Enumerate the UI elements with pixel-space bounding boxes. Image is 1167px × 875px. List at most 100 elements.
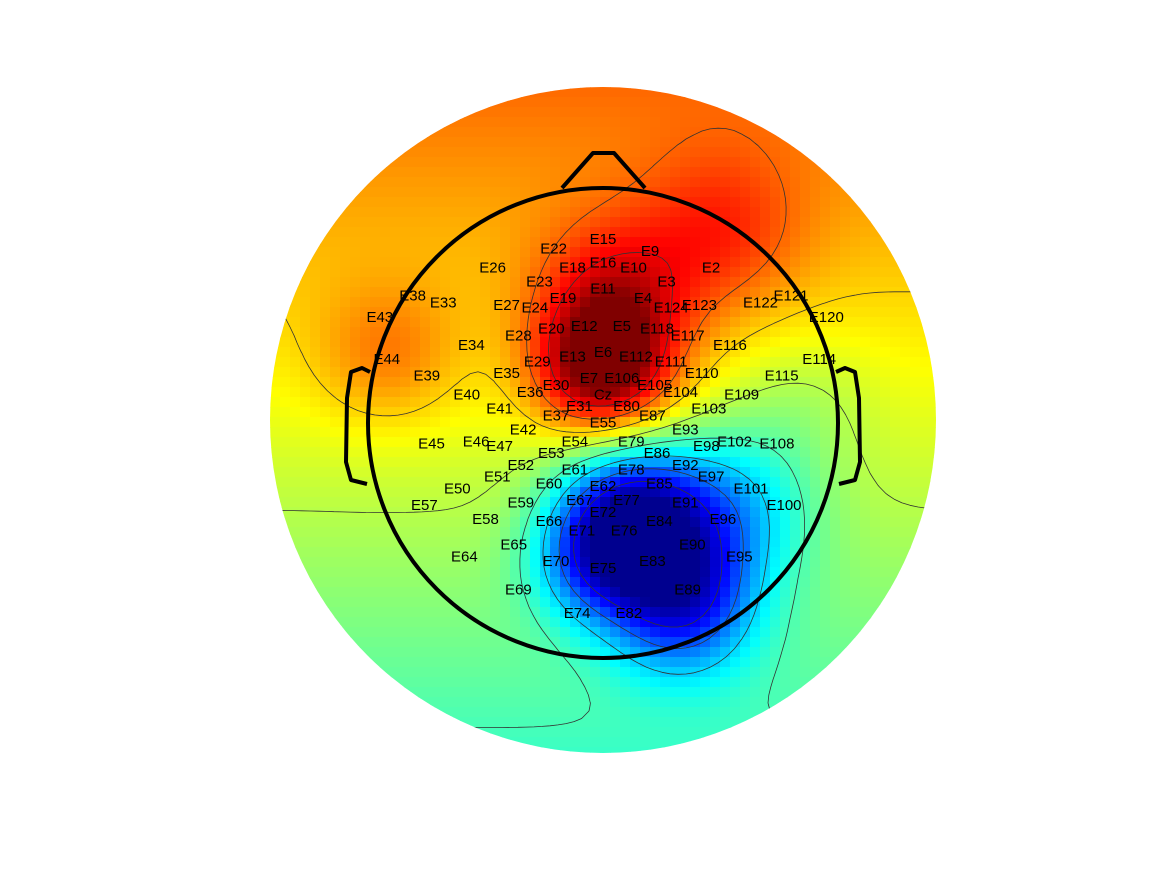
heatmap-cell [810,467,821,478]
heatmap-cell [510,217,521,228]
heatmap-cell [400,197,411,208]
heatmap-cell [460,437,471,448]
heatmap-cell [490,337,501,348]
heatmap-cell [770,477,781,488]
heatmap-cell [620,187,631,198]
heatmap-cell [900,437,911,448]
heatmap-cell [520,347,531,358]
heatmap-cell [720,137,731,148]
heatmap-cell [640,727,651,738]
heatmap-cell [430,167,441,178]
heatmap-cell [530,347,541,358]
heatmap-cell [440,437,451,448]
electrode-label: E15 [590,231,617,248]
heatmap-cell [620,627,631,638]
heatmap-cell [770,437,781,448]
heatmap-cell [370,377,381,388]
heatmap-cell [860,427,871,438]
heatmap-cell [490,637,501,648]
heatmap-cell [620,367,631,378]
heatmap-cell [840,407,851,418]
heatmap-cell [840,337,851,348]
heatmap-cell [620,697,631,708]
heatmap-cell [810,327,821,338]
heatmap-cell [830,467,841,478]
heatmap-cell [490,137,501,148]
heatmap-cell [820,167,831,178]
heatmap-cell [580,507,591,518]
heatmap-cell [580,397,591,408]
heatmap-cell [600,177,611,188]
heatmap-cell [570,97,581,108]
heatmap-cell [440,657,451,668]
heatmap-cell [590,177,601,188]
heatmap-cell [740,577,751,588]
electrode-label: E124 [654,299,689,316]
heatmap-cell [610,597,621,608]
heatmap-cell [420,667,431,678]
heatmap-cell [860,627,871,638]
heatmap-cell [750,647,761,658]
heatmap-cell [500,167,511,178]
heatmap-cell [580,537,591,548]
heatmap-cell [300,527,311,538]
heatmap-cell [690,507,701,518]
heatmap-cell [910,297,921,308]
heatmap-cell [360,267,371,278]
heatmap-cell [340,527,351,538]
heatmap-cell [350,317,361,328]
heatmap-cell [700,447,711,458]
heatmap-cell [590,417,601,428]
heatmap-cell [380,267,391,278]
heatmap-cell [430,407,441,418]
heatmap-cell [600,97,611,108]
heatmap-cell [730,657,741,668]
heatmap-cell [530,387,541,398]
heatmap-cell [720,367,731,378]
heatmap-cell [500,347,511,358]
heatmap-cell [780,637,791,648]
heatmap-cell [910,547,921,558]
heatmap-cell [290,497,301,508]
heatmap-cell [770,417,781,428]
heatmap-cell [290,547,301,558]
heatmap-cell [350,187,361,198]
electrode-label: E91 [672,494,699,511]
heatmap-cell [580,577,591,588]
heatmap-cell [640,387,651,398]
heatmap-cell [850,627,861,638]
heatmap-cell [550,277,561,288]
heatmap-cell [420,677,431,688]
heatmap-cell [630,587,641,598]
heatmap-cell [750,137,761,148]
heatmap-cell [320,367,331,378]
heatmap-cell [570,717,581,728]
heatmap-cell [430,257,441,268]
heatmap-cell [860,317,871,328]
heatmap-cell [680,617,691,628]
heatmap-cell [800,307,811,318]
heatmap-cell [710,527,721,538]
heatmap-cell [720,687,731,698]
heatmap-cell [340,577,351,588]
heatmap-cell [480,207,491,218]
heatmap-cell [500,177,511,188]
heatmap-cell [330,447,341,458]
heatmap-cell [440,637,451,648]
heatmap-cell [690,477,701,488]
heatmap-cell [900,357,911,368]
heatmap-cell [820,567,831,578]
heatmap-cell [580,407,591,418]
heatmap-cell [470,317,481,328]
heatmap-cell [580,387,591,398]
heatmap-cell [760,677,771,688]
heatmap-cell [610,637,621,648]
heatmap-cell [640,197,651,208]
heatmap-cell [900,407,911,418]
heatmap-cell [840,417,851,428]
heatmap-cell [310,327,321,338]
heatmap-cell [360,357,371,368]
heatmap-cell [720,317,731,328]
heatmap-cell [470,117,481,128]
